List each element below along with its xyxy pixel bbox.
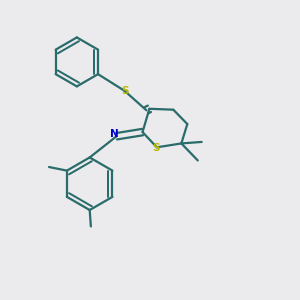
Text: S: S [121,85,129,96]
Text: S: S [152,143,160,153]
Text: N: N [110,130,118,140]
